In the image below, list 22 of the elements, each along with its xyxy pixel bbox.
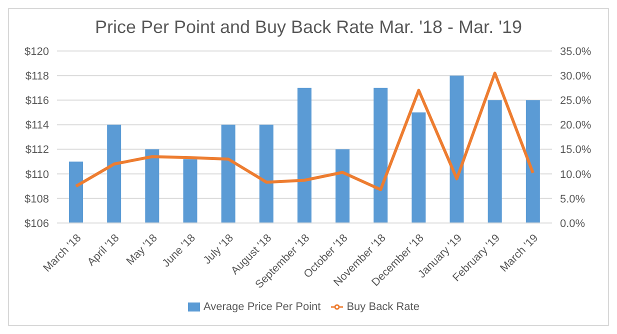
y-tick-label: $108 (24, 193, 49, 206)
y2-tick-label: 15.0% (560, 144, 592, 156)
y2-tick-label: 35.0% (560, 46, 592, 58)
legend-label: Buy Back Rate (346, 301, 420, 313)
y2-tick-label: 5.0% (560, 193, 586, 206)
y-tick-label: $112 (25, 144, 49, 156)
y2-tick-label: 20.0% (560, 120, 592, 132)
y-tick-label: $120 (24, 46, 49, 58)
y-tick-label: $110 (25, 168, 49, 181)
y2-tick-label: 30.0% (560, 70, 592, 82)
x-tick-label: May '18 (124, 232, 160, 268)
chart-title: Price Per Point and Buy Back Rate Mar. '18 - Mar. '19 (94, 16, 524, 39)
legend-label: Average Price Per Point (204, 301, 321, 313)
y-tick-label: $116 (25, 95, 49, 108)
y2-tick-label: 25.0% (560, 95, 592, 108)
y2-tick-label: 10.0% (560, 168, 592, 181)
line-series (74, 72, 534, 192)
y2-tick-label: 0.0% (560, 218, 586, 230)
y-tick-label: $106 (24, 218, 49, 230)
y-tick-label: $118 (25, 70, 49, 82)
y-tick-label: $114 (25, 120, 49, 132)
x-tick-label: July '18 (201, 232, 236, 267)
